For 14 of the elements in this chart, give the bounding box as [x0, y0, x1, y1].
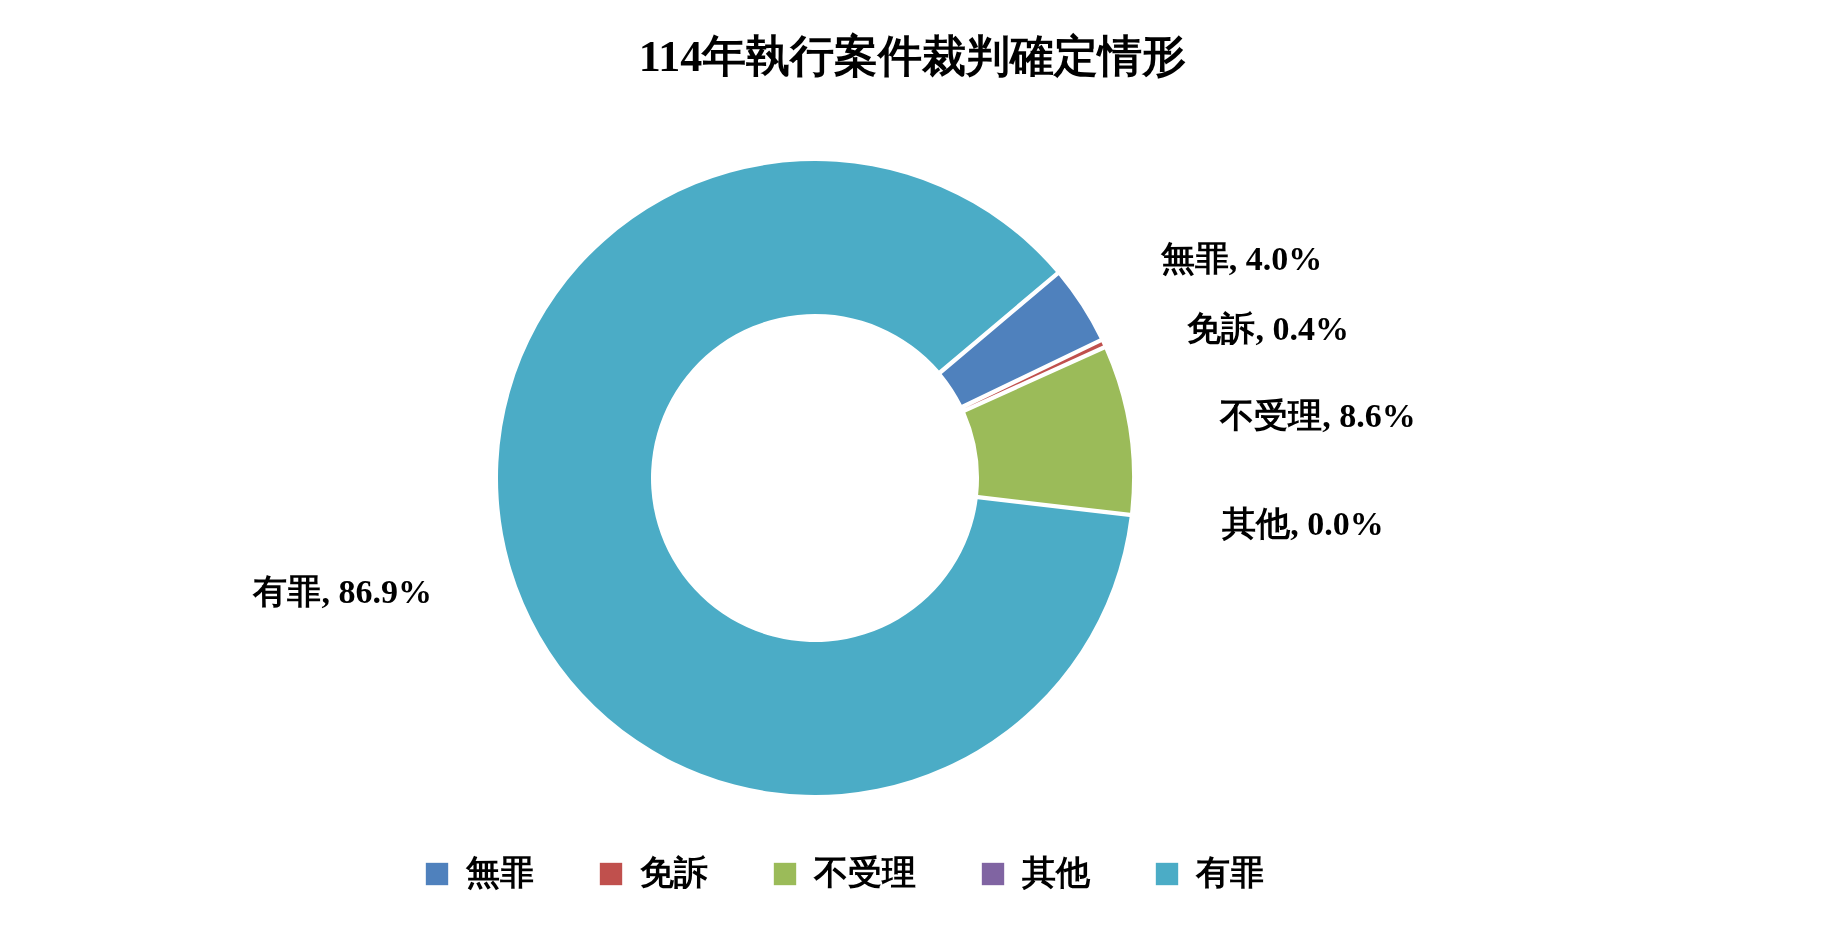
- legend-label: 免訴: [640, 854, 708, 891]
- legend-label: 不受理: [813, 854, 916, 891]
- chart-title: 114年執行案件裁判確定情形: [638, 32, 1187, 81]
- donut-slice: [965, 349, 1132, 513]
- data-label: 不受理, 8.6%: [1219, 396, 1416, 434]
- donut-slice: [941, 275, 1100, 405]
- legend-label: 無罪: [465, 854, 534, 891]
- data-label: 無罪, 4.0%: [1159, 240, 1323, 278]
- data-label: 免訴, 0.4%: [1187, 310, 1349, 348]
- legend-label: 有罪: [1195, 854, 1264, 891]
- legend-label: 其他: [1021, 854, 1091, 891]
- data-label: 有罪, 86.9%: [252, 573, 432, 611]
- text: 其他, 0.0%: [1222, 504, 1384, 542]
- donut-slice: [498, 161, 1130, 795]
